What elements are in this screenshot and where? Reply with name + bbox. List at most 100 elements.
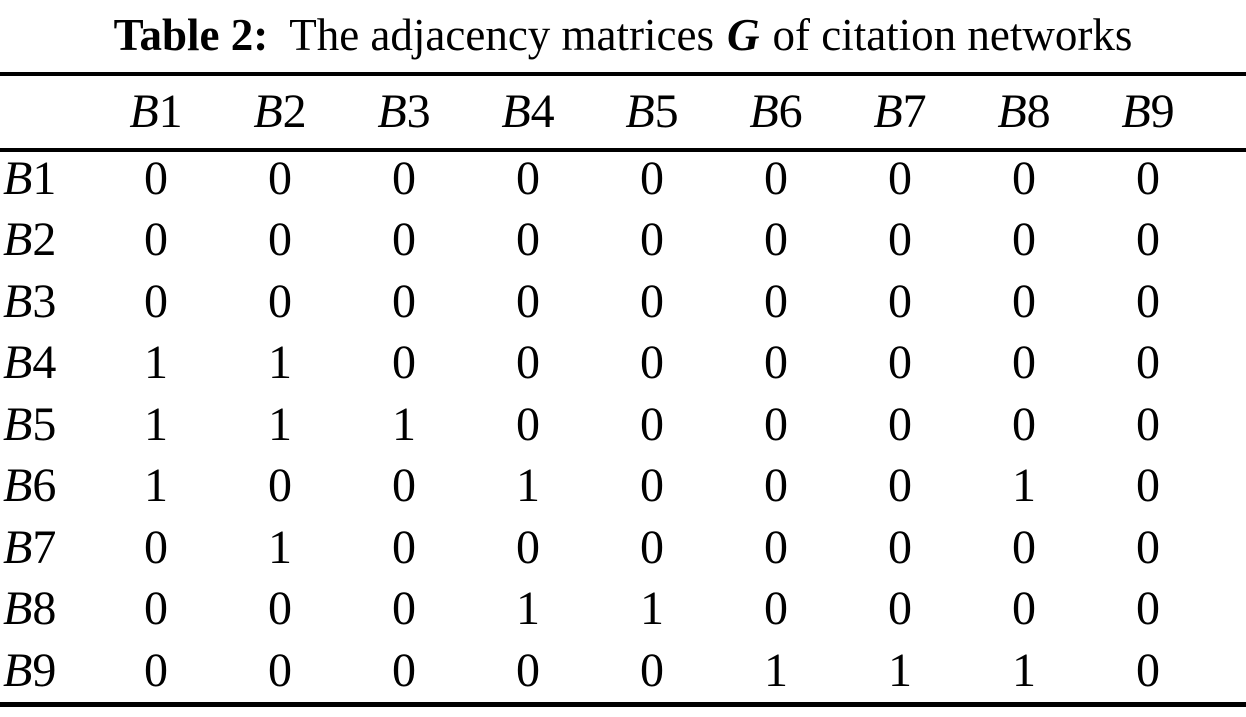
matrix-cell-b1-b5: 0 xyxy=(640,151,664,205)
math-letter: B xyxy=(3,274,33,328)
math-letter: B xyxy=(1121,85,1151,138)
matrix-cell-b8-b3: 0 xyxy=(392,582,416,636)
matrix-cell-b7-b6: 0 xyxy=(764,520,788,574)
math-letter: B xyxy=(3,397,33,451)
math-index: 9 xyxy=(1150,85,1175,138)
matrix-cell-b3-b1: 0 xyxy=(144,274,168,328)
math-letter: B xyxy=(3,336,33,390)
matrix-cell-b8-b6: 0 xyxy=(764,582,788,636)
matrix-cell-b7-b7: 0 xyxy=(888,520,912,574)
matrix-cell-b3-b8: 0 xyxy=(1012,274,1036,328)
matrix-cell-b9-b6: 1 xyxy=(764,643,788,697)
math-index: 6 xyxy=(778,85,803,138)
math-index: 2 xyxy=(32,213,57,267)
matrix-cell-b7-b1: 0 xyxy=(144,520,168,574)
matrix-cell-b3-b6: 0 xyxy=(764,274,788,328)
matrix-cell-b2-b4: 0 xyxy=(516,213,540,267)
matrix-cell-b8-b5: 1 xyxy=(640,582,664,636)
matrix-cell-b4-b3: 0 xyxy=(392,336,416,390)
matrix-cell-b7-b2: 1 xyxy=(268,520,292,574)
matrix-cell-b9-b5: 0 xyxy=(640,643,664,697)
math-letter: B xyxy=(129,85,159,138)
matrix-cell-b1-b4: 0 xyxy=(516,151,540,205)
matrix-cell-b2-b9: 0 xyxy=(1136,213,1160,267)
math-letter: B xyxy=(625,85,655,138)
math-letter: B xyxy=(3,459,33,513)
caption-text-pre: The adjacency matrices xyxy=(289,10,714,60)
math-index: 3 xyxy=(32,274,57,328)
matrix-cell-b1-b9: 0 xyxy=(1136,151,1160,205)
matrix-cell-b3-b5: 0 xyxy=(640,274,664,328)
math-index: 6 xyxy=(32,459,57,513)
math-letter: B xyxy=(873,85,903,138)
matrix-cell-b5-b9: 0 xyxy=(1136,397,1160,451)
math-letter: B xyxy=(377,85,407,138)
matrix-cell-b9-b4: 0 xyxy=(516,643,540,697)
math-index: 3 xyxy=(406,85,431,138)
matrix-cell-b6-b8: 1 xyxy=(1012,459,1036,513)
matrix-cell-b3-b4: 0 xyxy=(516,274,540,328)
math-index: 2 xyxy=(282,85,307,138)
math-letter: B xyxy=(3,643,33,697)
math-letter: B xyxy=(3,520,33,574)
matrix-cell-b5-b3: 1 xyxy=(392,397,416,451)
matrix-cell-b2-b1: 0 xyxy=(144,213,168,267)
math-index: 4 xyxy=(32,336,57,390)
matrix-cell-b1-b2: 0 xyxy=(268,151,292,205)
matrix-cell-b9-b9: 0 xyxy=(1136,643,1160,697)
matrix-cell-b9-b7: 1 xyxy=(888,643,912,697)
matrix-cell-b3-b7: 0 xyxy=(888,274,912,328)
matrix-cell-b7-b5: 0 xyxy=(640,520,664,574)
matrix-cell-b6-b9: 0 xyxy=(1136,459,1160,513)
matrix-cell-b4-b1: 1 xyxy=(144,336,168,390)
matrix-cell-b4-b2: 1 xyxy=(268,336,292,390)
math-letter: B xyxy=(997,85,1027,138)
matrix-cell-b4-b9: 0 xyxy=(1136,336,1160,390)
matrix-cell-b8-b9: 0 xyxy=(1136,582,1160,636)
matrix-cell-b4-b5: 0 xyxy=(640,336,664,390)
matrix-cell-b4-b7: 0 xyxy=(888,336,912,390)
math-index: 1 xyxy=(32,151,57,205)
table-header-rule xyxy=(0,148,1246,152)
math-index: 8 xyxy=(1026,85,1051,138)
math-index: 4 xyxy=(530,85,555,138)
matrix-cell-b3-b3: 0 xyxy=(392,274,416,328)
matrix-cell-b6-b4: 1 xyxy=(516,459,540,513)
matrix-cell-b6-b7: 0 xyxy=(888,459,912,513)
matrix-cell-b5-b5: 0 xyxy=(640,397,664,451)
math-letter: B xyxy=(749,85,779,138)
matrix-cell-b1-b3: 0 xyxy=(392,151,416,205)
matrix-cell-b5-b2: 1 xyxy=(268,397,292,451)
matrix-cell-b2-b3: 0 xyxy=(392,213,416,267)
matrix-cell-b5-b1: 1 xyxy=(144,397,168,451)
matrix-cell-b4-b8: 0 xyxy=(1012,336,1036,390)
table-caption: Table 2: The adjacency matrices G of cit… xyxy=(0,0,1246,70)
math-letter: B xyxy=(253,85,283,138)
matrix-cell-b7-b9: 0 xyxy=(1136,520,1160,574)
math-letter: B xyxy=(3,213,33,267)
matrix-cell-b8-b2: 0 xyxy=(268,582,292,636)
math-index: 8 xyxy=(32,582,57,636)
matrix-cell-b6-b5: 0 xyxy=(640,459,664,513)
matrix-cell-b2-b2: 0 xyxy=(268,213,292,267)
matrix-cell-b6-b6: 0 xyxy=(764,459,788,513)
caption-label: Table 2: xyxy=(113,10,269,60)
math-letter: B xyxy=(3,151,33,205)
math-index: 7 xyxy=(32,520,57,574)
matrix-cell-b4-b4: 0 xyxy=(516,336,540,390)
matrix-cell-b6-b2: 0 xyxy=(268,459,292,513)
matrix-cell-b8-b1: 0 xyxy=(144,582,168,636)
corner-cell xyxy=(0,76,94,148)
